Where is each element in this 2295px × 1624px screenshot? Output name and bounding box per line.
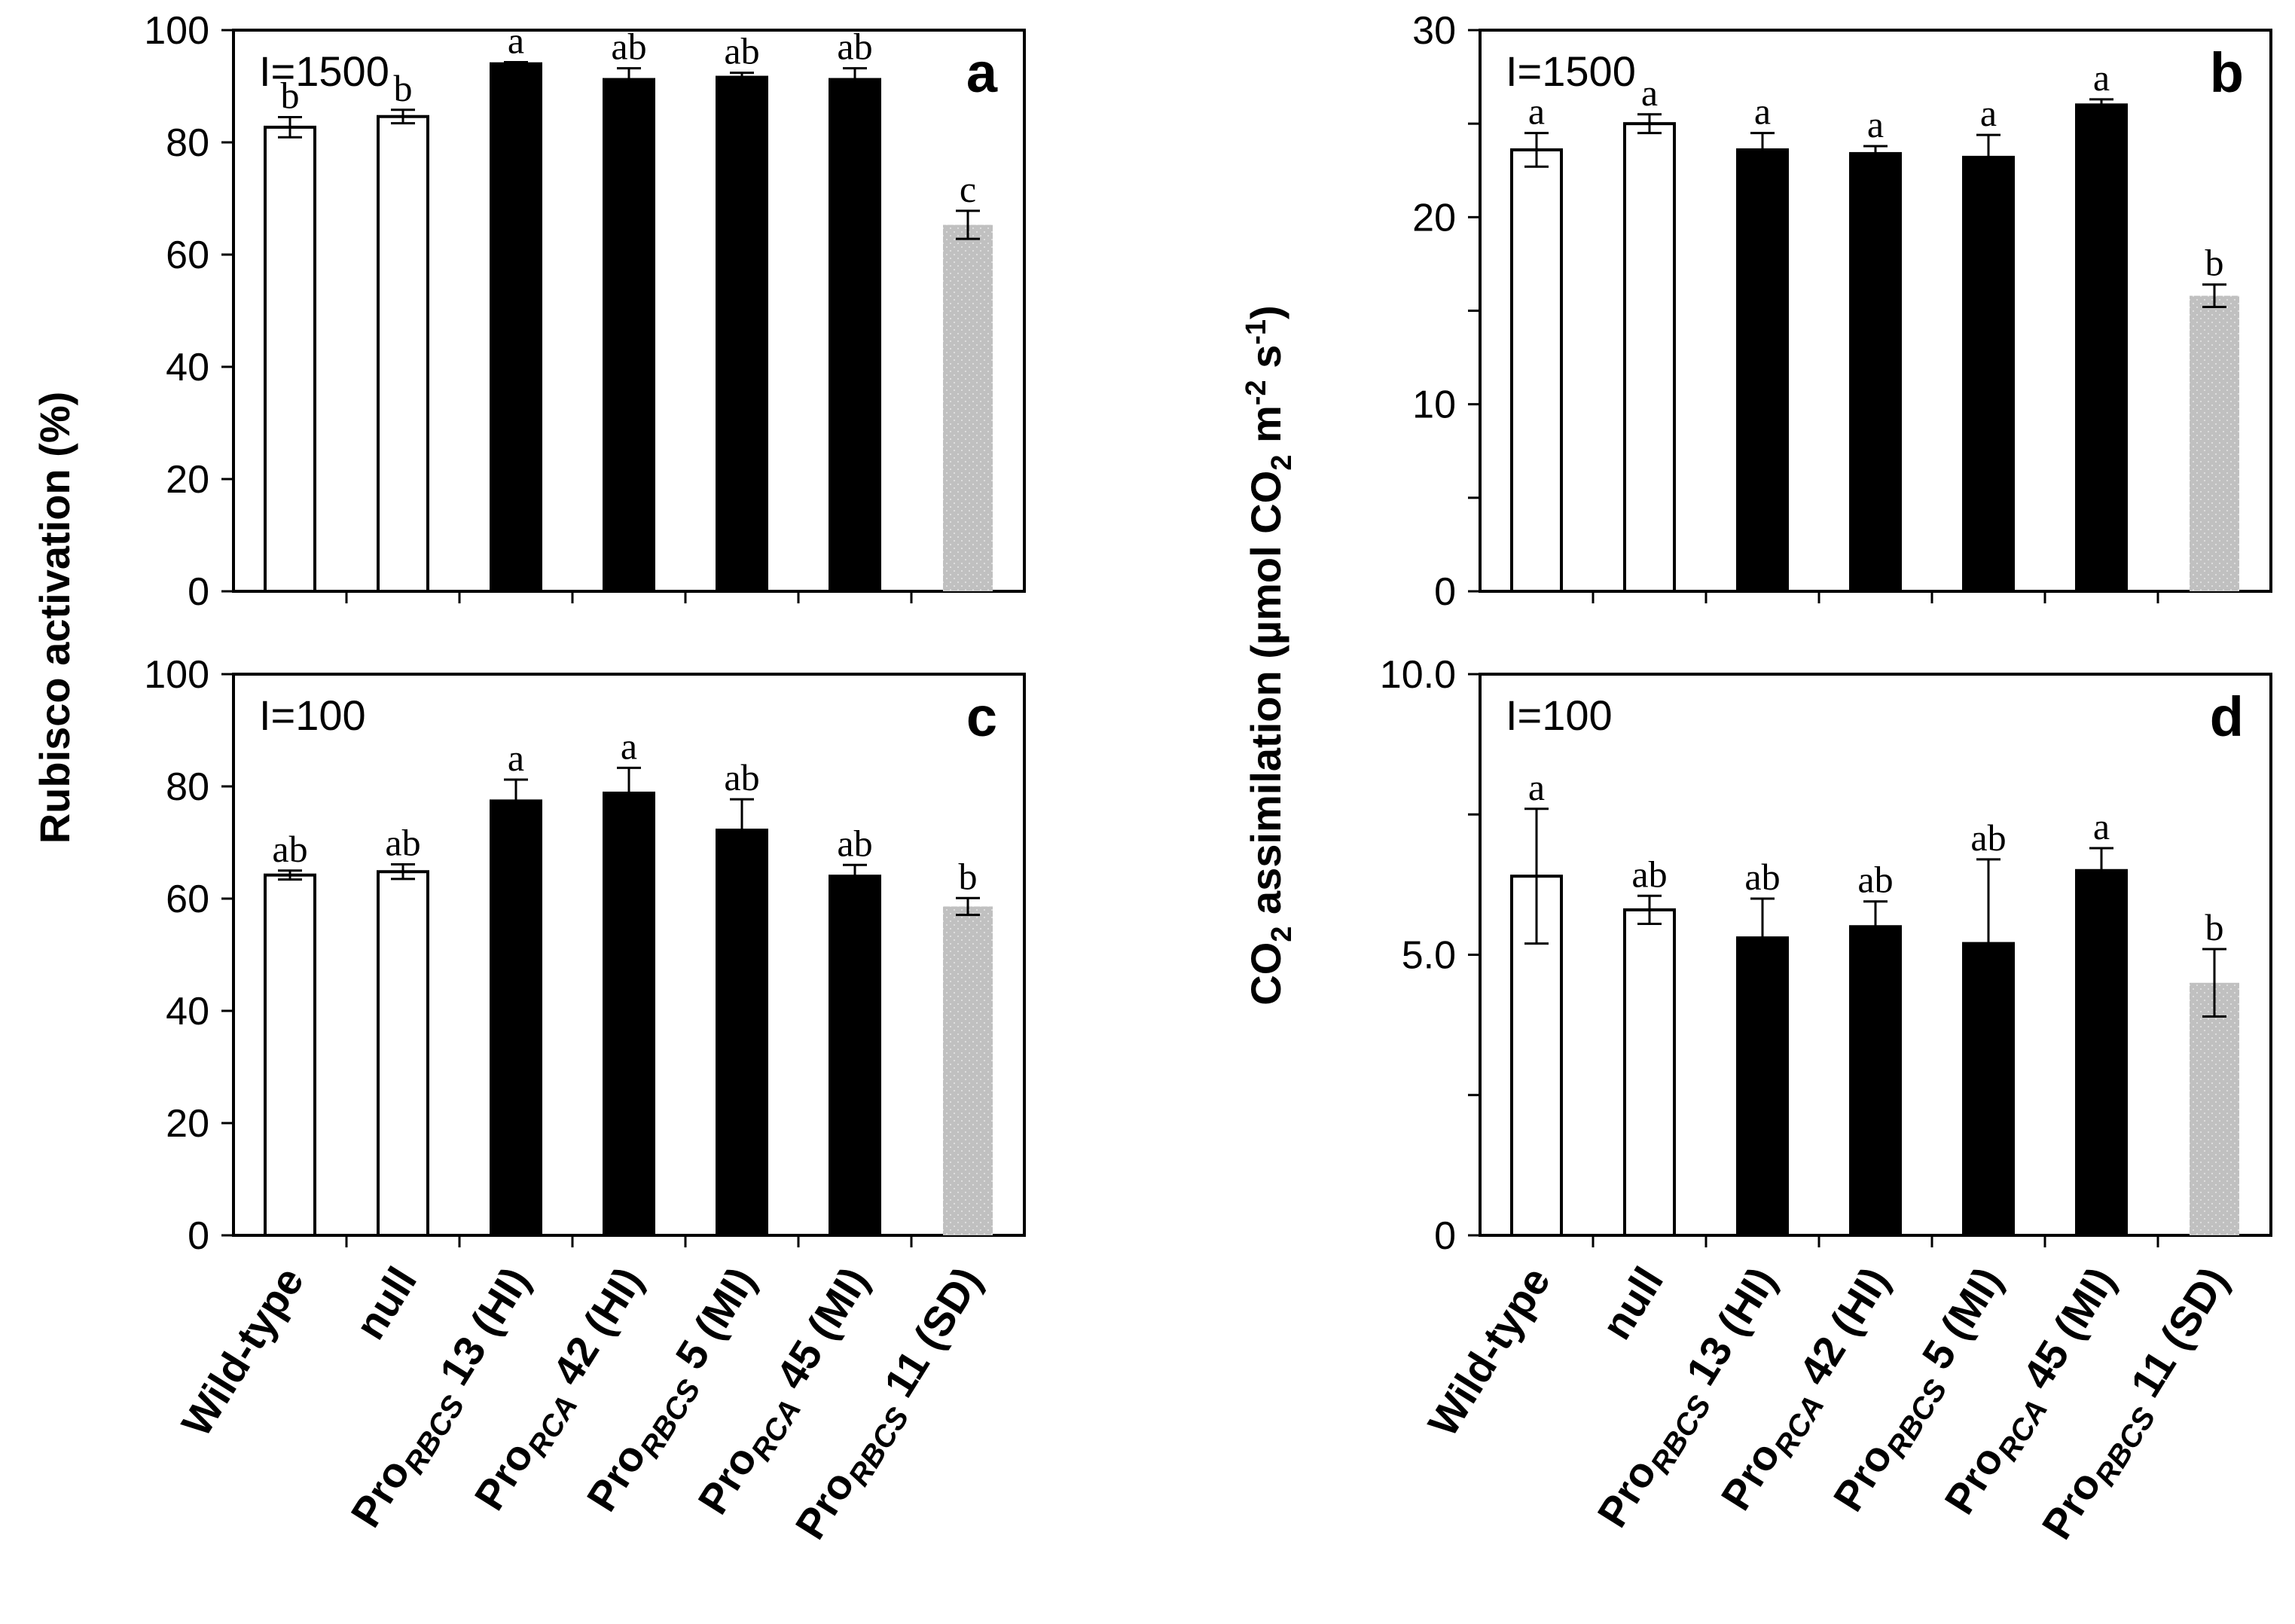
bar — [1510, 148, 1563, 593]
y-tick-label: 40 — [166, 346, 209, 389]
y-tick-label: 10 — [1412, 383, 1456, 427]
bar — [829, 875, 881, 1237]
bar — [1736, 148, 1789, 593]
bar — [829, 78, 881, 593]
bar — [1736, 936, 1789, 1238]
bar — [943, 224, 993, 591]
y-tick-label: 100 — [144, 9, 209, 53]
bar — [603, 78, 655, 593]
y-tick-label: 20 — [1412, 196, 1456, 240]
y-axis-label-right: CO2 assimilation (µmol CO2 m-2 s-1) — [1241, 305, 1298, 1005]
condition-label: I=1500 — [259, 47, 389, 95]
significance-letter: ab — [837, 26, 872, 68]
significance-letter: a — [1528, 766, 1545, 808]
bar — [1849, 925, 1902, 1237]
y-tick-label: 0 — [188, 570, 209, 614]
category-label: Wild-type — [1418, 1259, 1559, 1445]
bar — [377, 114, 429, 594]
panel-letter: d — [2210, 685, 2244, 748]
significance-letter: ab — [611, 26, 646, 68]
significance-letter: a — [508, 737, 524, 779]
significance-letter: ab — [1857, 859, 1893, 901]
y-tick-label: 40 — [166, 990, 209, 1033]
significance-letter: ab — [724, 756, 759, 798]
bar — [716, 829, 768, 1237]
significance-letter: a — [1867, 103, 1884, 145]
bar — [943, 906, 993, 1235]
condition-label: I=100 — [259, 691, 366, 739]
y-tick-label: 10.0 — [1380, 653, 1456, 697]
bar — [264, 125, 316, 593]
y-tick-label: 0 — [188, 1214, 209, 1258]
significance-letter: ab — [1970, 817, 2006, 859]
significance-letter: a — [1528, 90, 1545, 133]
significance-letter: ab — [272, 828, 307, 870]
bar — [2075, 103, 2128, 594]
significance-letter: a — [2093, 56, 2110, 99]
y-tick-label: 20 — [166, 1102, 209, 1146]
category-label: null — [346, 1259, 426, 1348]
bar — [490, 62, 542, 593]
y-tick-label: 60 — [166, 878, 209, 921]
bar — [2190, 295, 2239, 591]
y-axis-label-left: Rubisco activation (%) — [31, 392, 78, 844]
bar — [1623, 122, 1676, 593]
bar — [1623, 908, 1676, 1238]
significance-letter: c — [960, 168, 976, 210]
bar — [377, 870, 429, 1237]
significance-letter: b — [394, 67, 413, 109]
significance-letter: a — [1980, 92, 1997, 134]
significance-letter: b — [959, 855, 978, 897]
significance-letter: ab — [1744, 856, 1780, 898]
y-tick-label: 0 — [1434, 570, 1456, 614]
bar — [490, 799, 542, 1237]
y-tick-label: 30 — [1412, 9, 1456, 53]
bar — [264, 873, 316, 1237]
bar — [1962, 155, 2015, 594]
condition-label: I=1500 — [1506, 47, 1636, 95]
panel-c: 0 20 40 60 80 100 ab ab a a ab ab b I=100 c — [144, 653, 1026, 1258]
y-tick-label: 0 — [1434, 1214, 1456, 1258]
panel-letter: b — [2210, 41, 2244, 104]
significance-letter: a — [2093, 805, 2110, 847]
bar — [716, 75, 768, 593]
significance-letter: ab — [1631, 853, 1667, 895]
bar — [1849, 151, 1902, 593]
panel-b: 0 10 20 30 a a a a a a b I=1500 b — [1412, 9, 2272, 614]
y-tick-label: 80 — [166, 765, 209, 809]
condition-label: I=100 — [1506, 691, 1613, 739]
significance-letter: b — [2205, 906, 2224, 948]
significance-letter: a — [508, 19, 524, 61]
panel-letter: a — [966, 41, 998, 104]
y-tick-label: 80 — [166, 121, 209, 165]
significance-letter: a — [1754, 90, 1771, 133]
bar — [2075, 868, 2128, 1237]
significance-letter: b — [281, 74, 300, 116]
bar — [603, 791, 655, 1237]
y-tick-label: 60 — [166, 234, 209, 277]
panel-a: 0 20 40 60 80 100 b b a ab ab ab c I=1500 a — [144, 9, 1026, 614]
y-tick-label: 20 — [166, 458, 209, 502]
category-label: Wild-type — [172, 1259, 313, 1445]
bar — [2190, 982, 2239, 1235]
significance-letter: b — [2205, 242, 2224, 284]
category-label: null — [1592, 1259, 1672, 1348]
significance-letter: ab — [837, 822, 872, 864]
y-tick-label: 100 — [144, 653, 209, 697]
y-tick-label: 5.0 — [1402, 934, 1456, 978]
significance-letter: a — [621, 725, 637, 767]
significance-letter: a — [1641, 72, 1658, 114]
significance-letter: ab — [724, 30, 759, 72]
panel-letter: c — [966, 685, 997, 748]
significance-letter: ab — [385, 822, 420, 864]
